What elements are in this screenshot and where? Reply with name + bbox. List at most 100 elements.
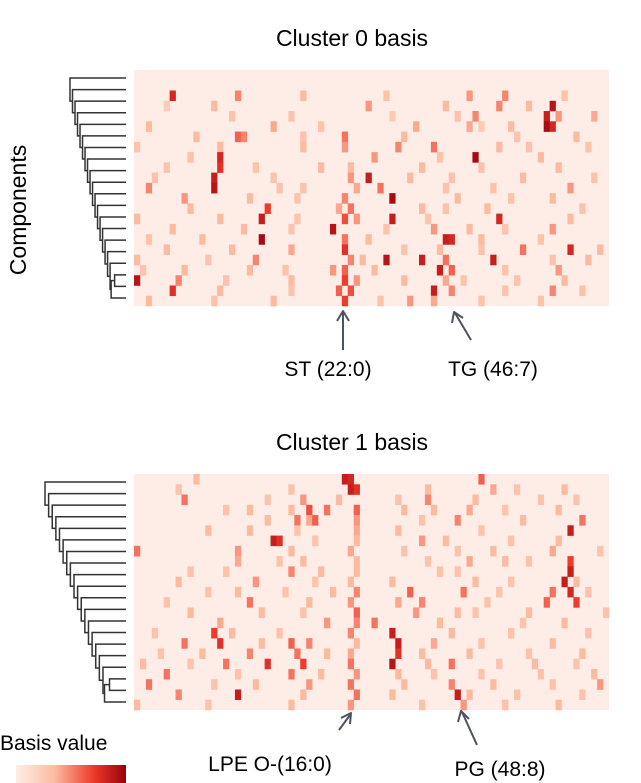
heatmap-cell <box>288 484 295 495</box>
heatmap-cell <box>246 648 254 659</box>
heatmap-cell <box>193 474 200 485</box>
heatmap-cell <box>478 162 485 173</box>
heatmap-cell <box>573 494 580 506</box>
heatmap-cell <box>347 172 354 184</box>
heatmap-cell <box>543 111 550 122</box>
heatmap-cell <box>223 658 230 670</box>
heatmap-cell <box>258 638 265 649</box>
heatmap-cell <box>591 111 598 122</box>
heatmap-cell <box>395 638 402 649</box>
heatmap-cell <box>193 131 200 143</box>
heatmap-cell <box>270 295 277 307</box>
heatmap-cell <box>347 679 354 690</box>
heatmap-title: Cluster 0 basis <box>276 25 428 51</box>
heatmap-cell <box>537 668 544 680</box>
heatmap-cell <box>306 515 313 526</box>
heatmap-cell <box>264 515 271 526</box>
heatmap-cell <box>353 504 360 516</box>
heatmap-cell <box>490 679 497 690</box>
heatmap-cell <box>353 484 360 495</box>
heatmap-cell <box>561 275 568 286</box>
heatmap-cell <box>294 213 301 225</box>
heatmap-cell <box>591 668 598 680</box>
heatmap-cell <box>359 254 366 266</box>
heatmap-cell <box>484 597 491 608</box>
heatmap-cell <box>436 617 444 629</box>
heatmap-cell <box>603 607 610 618</box>
heatmap-cell <box>300 131 307 143</box>
heatmap-cell <box>294 525 301 536</box>
dendrogram-branch <box>96 204 126 230</box>
heatmap-cell <box>234 689 242 701</box>
heatmap-cell <box>347 254 354 266</box>
heatmap-cell <box>217 152 224 163</box>
heatmap-cell <box>525 607 533 618</box>
heatmap-cell <box>478 668 485 680</box>
heatmap-cell <box>276 535 283 547</box>
heatmap-cell <box>134 545 141 557</box>
annotation-label: PG (48:8) <box>454 758 545 781</box>
heatmap-cell <box>561 617 568 629</box>
heatmap-cell <box>490 182 497 194</box>
heatmap-cell <box>549 285 556 297</box>
heatmap-cell <box>573 658 580 670</box>
heatmap-cell <box>365 100 372 112</box>
heatmap-cell <box>419 535 426 547</box>
heatmap-cell <box>347 699 354 711</box>
arrowhead-icon <box>451 311 464 324</box>
heatmap-cell <box>353 213 360 225</box>
heatmap-cell <box>151 627 159 639</box>
heatmap-cell <box>353 586 360 598</box>
heatmap-cell <box>211 295 218 307</box>
heatmap-cell <box>335 494 343 506</box>
heatmap-cell <box>288 566 295 577</box>
heatmap-cell <box>478 474 485 485</box>
heatmap-cell <box>329 586 337 598</box>
heatmap-cell <box>430 295 438 307</box>
heatmap-cell <box>502 264 509 276</box>
heatmap-cell <box>134 275 141 286</box>
heatmap-cell <box>478 121 485 132</box>
heatmap-cell <box>353 689 360 701</box>
heatmap-cell <box>211 182 218 194</box>
heatmap-cell <box>329 264 337 276</box>
heatmap-cell <box>211 172 218 184</box>
heatmap-cell <box>329 223 337 235</box>
heatmap-cell <box>389 111 396 122</box>
annotation-label: ST (22:0) <box>284 358 371 381</box>
heatmap-cell <box>300 658 307 670</box>
heatmap-cell <box>234 556 242 567</box>
heatmap-cell <box>419 699 426 711</box>
y-axis-label: Components <box>5 145 31 275</box>
heatmap-cell <box>567 182 574 194</box>
heatmap-cell <box>246 193 254 204</box>
heatmap-cell <box>306 638 313 649</box>
heatmap-cell <box>401 545 408 557</box>
heatmap-cell <box>460 586 467 598</box>
heatmap-cell <box>442 203 449 214</box>
heatmap-cell <box>347 576 354 588</box>
heatmap-cell <box>282 586 289 598</box>
dendrogram-branch <box>55 515 126 541</box>
heatmap-cell <box>229 244 236 255</box>
heatmap-cell <box>407 295 414 307</box>
heatmap-cell <box>181 494 188 506</box>
heatmap-cell <box>157 648 164 659</box>
heatmap-cell <box>371 617 378 629</box>
heatmap-cell <box>300 141 307 153</box>
heatmap-cell <box>442 254 449 266</box>
heatmap-cell <box>448 627 455 639</box>
heatmap-cell <box>139 264 147 276</box>
heatmap-cell <box>252 679 259 690</box>
heatmap-cell <box>502 223 509 235</box>
heatmap-cell <box>163 100 170 112</box>
heatmap-cell <box>365 234 372 245</box>
heatmap-cell <box>282 264 289 276</box>
heatmap-cell <box>585 141 592 153</box>
heatmap-cell <box>508 576 515 588</box>
heatmap-cell <box>567 244 574 255</box>
heatmap-cell <box>175 689 182 701</box>
heatmap-cell <box>454 545 461 557</box>
heatmap-cell <box>525 556 533 567</box>
heatmap-cell <box>211 679 218 690</box>
